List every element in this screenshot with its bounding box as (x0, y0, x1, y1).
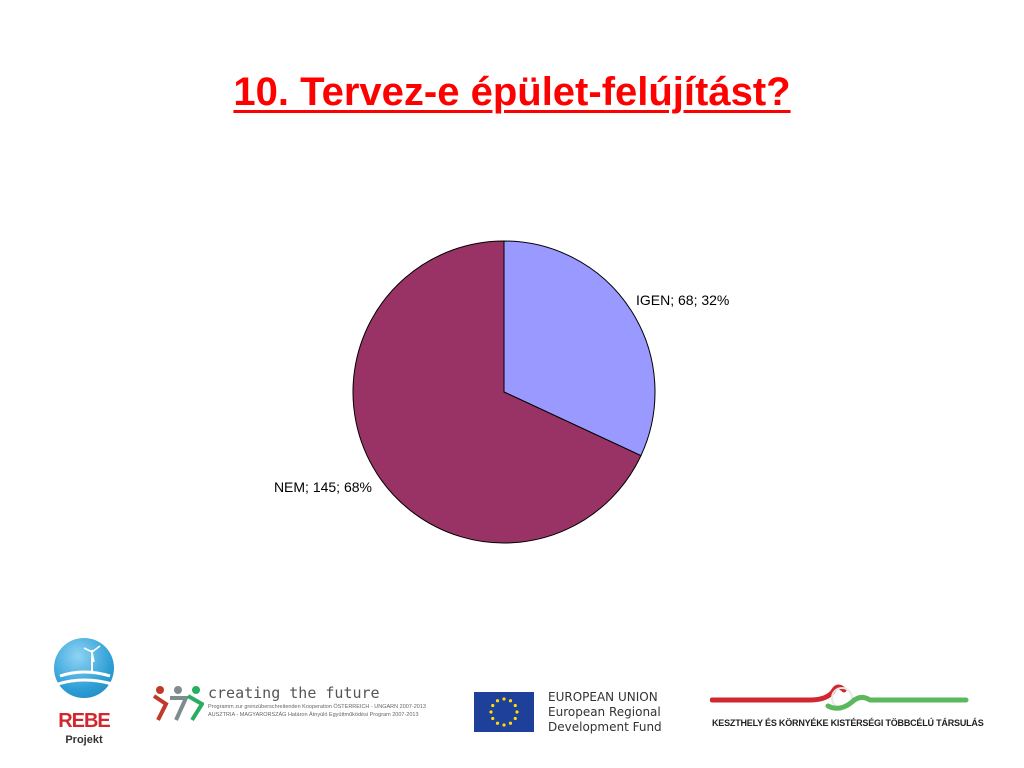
pie-slice-igen (503, 240, 656, 457)
eu-star-icon (513, 703, 517, 708)
eu-line-1: EUROPEAN UNION (548, 690, 658, 704)
rebe-subtitle: Projekt (65, 734, 103, 746)
eu-line-3: Development Fund (548, 720, 662, 734)
pie-chart: IGEN; 68; 32% NEM; 145; 68% (274, 240, 729, 544)
eu-star-icon (508, 721, 513, 725)
eu-star-icon (502, 723, 506, 727)
eu-star-icon (495, 699, 500, 703)
pie-label-igen: IGEN; 68; 32% (636, 292, 729, 308)
keszthely-org-name: KESZTHELY ÉS KÖRNYÉKE KISTÉRSÉGI TÖBBCÉL… (712, 718, 984, 728)
rebe-emblem-icon (54, 638, 114, 698)
eu-star-icon (491, 716, 495, 721)
swoosh-icon (709, 684, 969, 711)
pie-slice-nem (352, 240, 642, 544)
ctf-title: creating the future (208, 684, 380, 702)
eu-flag-icon (474, 692, 534, 732)
keszthely-logo: KESZTHELY ÉS KÖRNYÉKE KISTÉRSÉGI TÖBBCÉL… (709, 682, 984, 734)
rebe-name: REBE (58, 710, 111, 732)
ctf-line-1: Programm zur grenzüberschreitenden Koope… (208, 704, 426, 710)
pie-label-nem: NEM; 145; 68% (274, 479, 372, 495)
eu-line-2: European Regional (548, 705, 661, 719)
eu-star-icon (508, 699, 513, 703)
eu-star-icon (491, 703, 495, 708)
eu-star-icon (495, 721, 500, 725)
eu-logo: EUROPEAN UNION European Regional Develop… (474, 690, 674, 736)
ctf-line-2: AUSZTRIA - MAGYARORSZÁG Határon Átnyúló … (208, 712, 419, 718)
rebe-logo: REBE Projekt (48, 638, 120, 750)
slide-title: 10. Tervez-e épület-felújítást? (233, 70, 791, 114)
eu-star-icon (489, 710, 493, 714)
creating-the-future-logo: creating the future Programm zur grenzüb… (152, 684, 452, 736)
eu-star-icon (502, 697, 506, 701)
figures-icon (152, 686, 204, 722)
eu-star-icon (513, 716, 517, 721)
eu-star-icon (515, 710, 519, 714)
